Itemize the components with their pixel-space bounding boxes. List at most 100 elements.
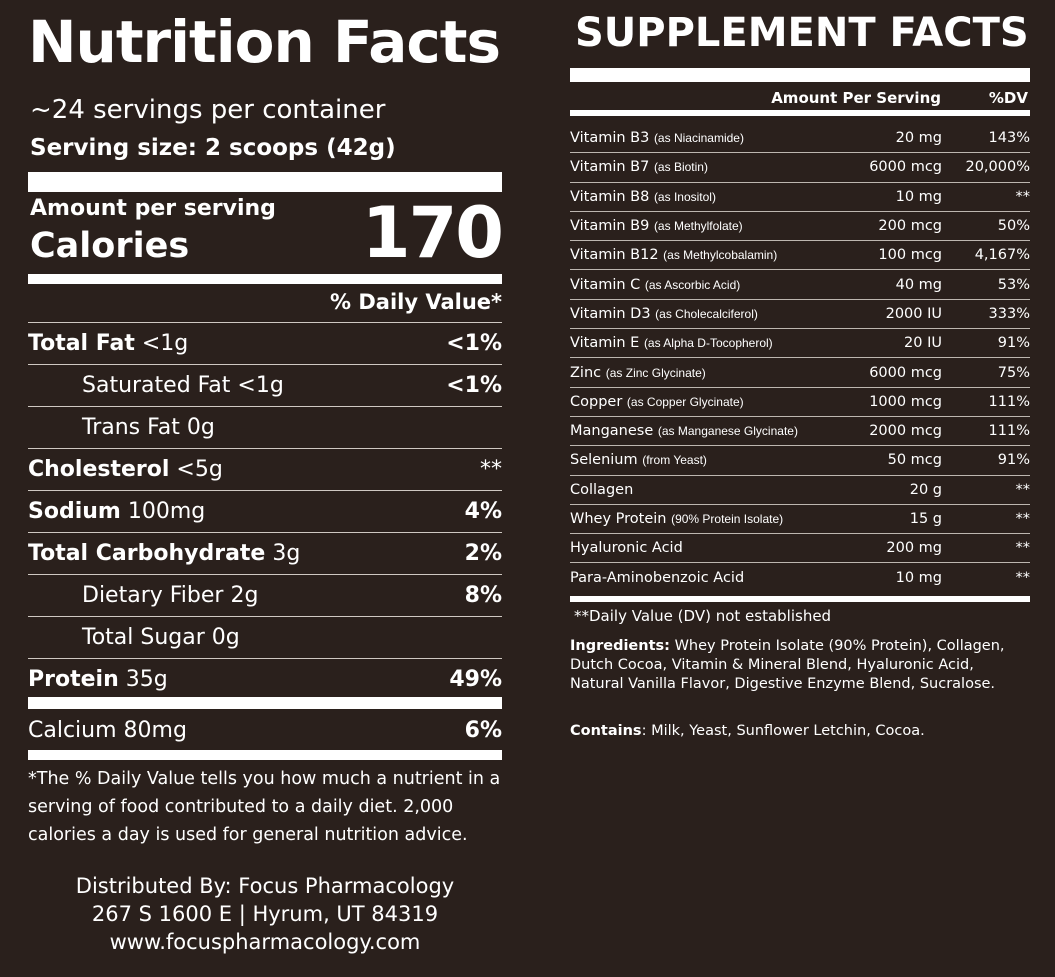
nutrient-row: Sodium 100mg 4% [28, 490, 502, 532]
supplement-row: Hyaluronic Acid 200 mg ** [570, 534, 1030, 564]
supplement-row: Vitamin C (as Ascorbic Acid) 40 mg 53% [570, 270, 1030, 300]
supplement-name: Vitamin B9 (as Methylfolate) [570, 218, 743, 235]
supplement-name: Vitamin B12 (as Methylcobalamin) [570, 247, 778, 264]
supplement-name: Vitamin B8 (as Inositol) [570, 188, 716, 205]
distributor-address: 267 S 1600 E | Hyrum, UT 84319 [91, 902, 439, 926]
nutrient-row: Saturated Fat <1g <1% [28, 364, 502, 406]
nutrient-name: Saturated Fat <1g [82, 373, 284, 398]
supplement-row: Collagen 20 g ** [570, 476, 1030, 505]
contains: Contains: Milk, Yeast, Sunflower Letchin… [570, 723, 925, 739]
nutrient-row-calcium: Calcium 80mg 6% [28, 709, 502, 751]
supplement-amount: 2000 mcg [869, 423, 942, 440]
nutrient-row: Total Sugar 0g [28, 616, 502, 658]
nutrient-dv: ** [480, 457, 502, 482]
amount-per-serving: Amount per serving [30, 196, 276, 221]
servings-per-container: ~24 servings per container [30, 95, 386, 125]
protein-divider [28, 697, 502, 709]
supplement-dv: ** [1015, 481, 1031, 498]
supplement-row: Selenium (from Yeast) 50 mcg 91% [570, 446, 1030, 476]
supplement-row: Vitamin B12 (as Methylcobalamin) 100 mcg 4… [570, 241, 1030, 271]
supplement-amount: 6000 mcg [869, 159, 942, 176]
nutrient-name: Dietary Fiber 2g [82, 583, 259, 608]
nutrient-name: Calcium 80mg [28, 717, 187, 743]
supplement-amount: 20 mg [895, 130, 942, 147]
supplement-row: Vitamin B9 (as Methylfolate) 200 mcg 50% [570, 212, 1030, 242]
medium-divider [28, 274, 502, 284]
nutrient-row: Trans Fat 0g [28, 406, 502, 448]
supplement-amount: 10 mg [895, 570, 942, 587]
supplement-dv: ** [1015, 188, 1031, 205]
nutrient-dv: 2% [464, 541, 502, 566]
supplement-dv: 333% [988, 305, 1030, 322]
supplement-dv: 143% [988, 130, 1030, 147]
header-divider [570, 110, 1030, 116]
nutrient-row: Cholesterol <5g ** [28, 448, 502, 490]
distributor-website: www.focuspharmacology.com [109, 930, 421, 954]
nutrient-dv: <1% [446, 331, 502, 356]
distributor-name: Distributed By: Focus Pharmacology [75, 874, 455, 898]
supplement-amount: 200 mg [886, 540, 942, 557]
supplement-row: Zinc (as Zinc Glycinate) 6000 mcg 75% [570, 358, 1030, 388]
supplement-dv: 20,000% [965, 159, 1030, 176]
supplement-amount: 2000 IU [885, 305, 942, 322]
supplement-name: Vitamin E (as Alpha D-Tocopherol) [570, 335, 773, 352]
supplement-row: Copper (as Copper Glycinate) 1000 mcg 111% [570, 388, 1030, 417]
supplement-dv: 4,167% [974, 247, 1030, 264]
nutrient-name: Total Sugar 0g [82, 625, 240, 650]
supplement-name: Selenium (from Yeast) [570, 452, 707, 469]
amount-header: Amount Per Serving [771, 89, 941, 107]
supplement-amount: 15 g [909, 511, 942, 527]
supplement-dv: 111% [988, 423, 1030, 440]
supplement-name: Zinc (as Zinc Glycinate) [570, 364, 706, 381]
supplement-dv: 75% [997, 364, 1030, 381]
supplement-dv: 53% [997, 276, 1030, 293]
supplement-title: SUPPLEMENT FACTS [575, 10, 1029, 56]
supplement-amount: 50 mcg [887, 452, 942, 469]
calcium-divider [28, 750, 502, 760]
nutrient-name: Sodium 100mg [28, 499, 206, 524]
supplement-name: Vitamin C (as Ascorbic Acid) [570, 276, 741, 293]
nutrient-row: Dietary Fiber 2g 8% [28, 574, 502, 616]
supplement-rows: Vitamin B3 (as Niacinamide) 20 mg 143% Vita… [570, 124, 1030, 593]
supplement-dv: ** [1015, 570, 1031, 587]
nutrient-row: Protein 35g 49% [28, 658, 502, 700]
supplement-amount: 200 mcg [878, 218, 942, 235]
supplement-amount: 10 mg [895, 188, 942, 205]
thick-divider [570, 68, 1030, 82]
supplement-name: Whey Protein (90% Protein Isolate) [570, 511, 784, 527]
supplement-name: Copper (as Copper Glycinate) [570, 393, 744, 410]
supplement-dv: 91% [997, 452, 1030, 469]
supplement-name: Collagen [570, 481, 634, 498]
supplement-name: Hyaluronic Acid [570, 540, 683, 557]
calories-label: Calories [30, 226, 190, 266]
distributor-info: Distributed By: Focus Pharmacology 267 S… [28, 872, 502, 956]
supplement-name: Manganese (as Manganese Glycinate) [570, 423, 798, 440]
nutrient-row: Total Fat <1g <1% [28, 322, 502, 364]
supplement-dv: ** [1015, 511, 1031, 527]
supplement-name: Para-Aminobenzoic Acid [570, 570, 745, 587]
dv-header: %DV [988, 89, 1028, 107]
supplement-dv: 111% [988, 393, 1030, 410]
nutrient-name: Cholesterol <5g [28, 457, 223, 482]
supplement-amount: 100 mcg [878, 247, 942, 264]
serving-size: Serving size: 2 scoops (42g) [30, 135, 396, 161]
supplement-amount: 20 g [909, 481, 942, 498]
nutrient-name: Total Fat <1g [28, 331, 189, 356]
nutrient-dv: 6% [464, 717, 502, 743]
nutrient-name: Protein 35g [28, 667, 168, 692]
supplement-row: Whey Protein (90% Protein Isolate) 15 g ** [570, 505, 1031, 535]
supplement-row: Vitamin B7 (as Biotin) 6000 mcg 20,000% [570, 153, 1030, 183]
daily-value-footnote: *The % Daily Value tells you how much a … [28, 769, 501, 845]
supplement-row: Para-Aminobenzoic Acid 10 mg ** [570, 563, 1030, 592]
supplement-row: Vitamin B8 (as Inositol) 10 mg ** [570, 183, 1030, 212]
ingredients: Ingredients: Whey Protein Isolate (90% P… [570, 638, 1005, 692]
supplement-amount: 40 mg [895, 276, 942, 293]
nutrient-rows: Total Fat <1g <1% Saturated Fat <1g <1% Tran… [28, 322, 502, 700]
nutrient-dv: 4% [464, 499, 502, 524]
calories-value: 170 [361, 192, 504, 274]
bottom-divider [570, 596, 1030, 602]
supplement-row: Vitamin B3 (as Niacinamide) 20 mg 143% [570, 124, 1030, 154]
supplement-name: Vitamin B7 (as Biotin) [570, 159, 708, 176]
nutrition-title: Nutrition Facts [28, 8, 501, 76]
supplement-name: Vitamin B3 (as Niacinamide) [570, 130, 744, 147]
